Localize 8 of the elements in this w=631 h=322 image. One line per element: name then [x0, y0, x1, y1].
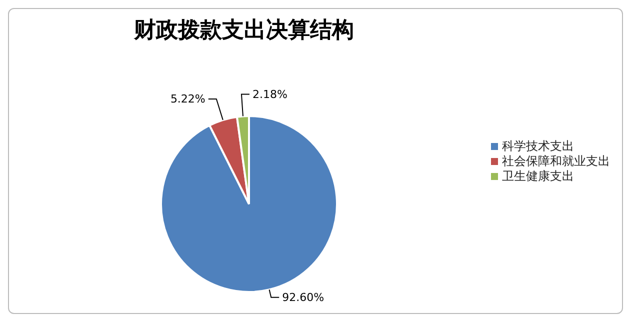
pie-slice [160, 115, 338, 293]
chart-title: 财政拨款支出决算结构 [133, 17, 355, 45]
legend-label: 社会保障和就业支出 [502, 154, 610, 168]
data-label: 5.22% [170, 92, 206, 106]
legend-label: 科学技术支出 [502, 138, 574, 154]
data-label: 92.60% [282, 290, 324, 304]
data-label: 2.18% [252, 88, 288, 101]
legend-label: 卫生健康支出 [502, 168, 574, 184]
